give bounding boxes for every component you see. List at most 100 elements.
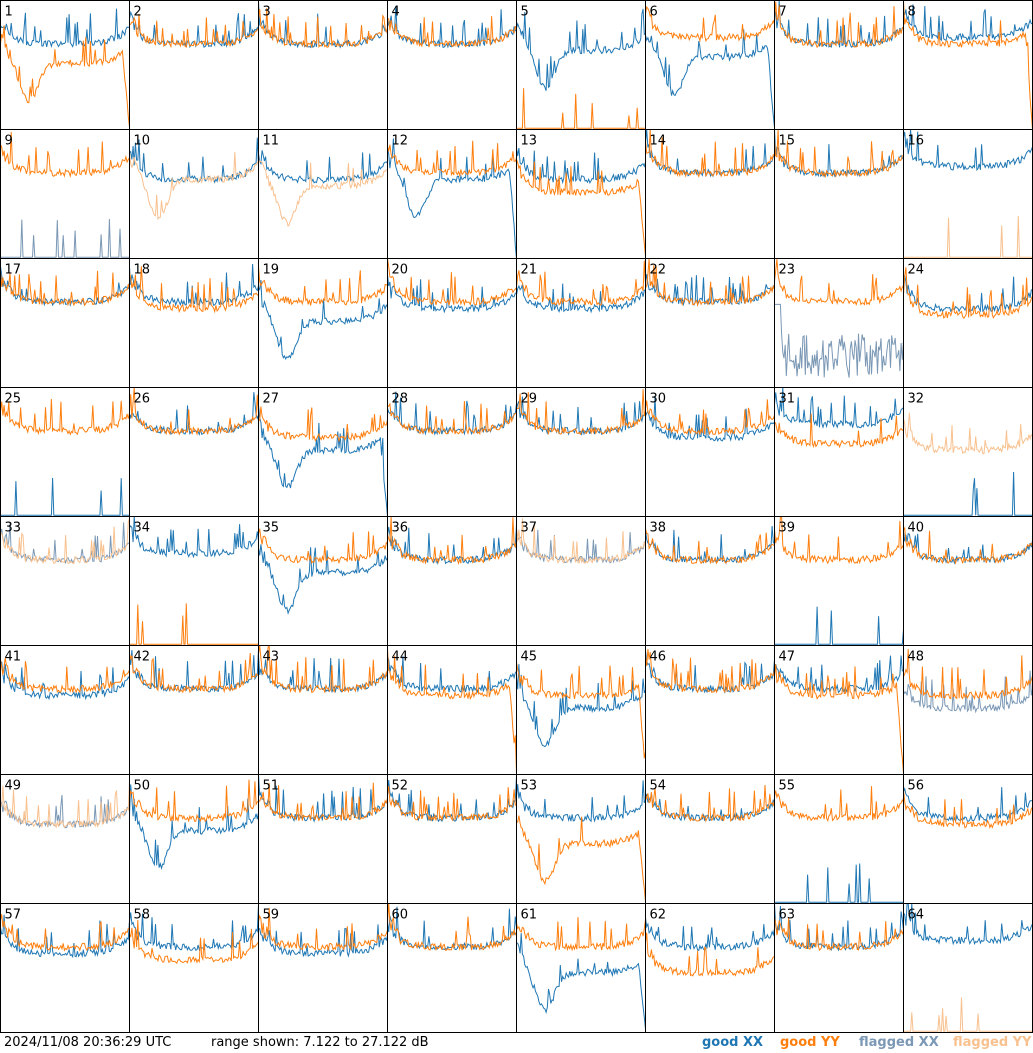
panel-label: 50 bbox=[134, 779, 151, 794]
panel-border bbox=[0, 774, 130, 904]
panel-24: 24 bbox=[903, 258, 1033, 388]
panel-border bbox=[129, 258, 259, 388]
series-xx-line bbox=[774, 387, 904, 429]
panel-border bbox=[0, 387, 130, 517]
panel-8: 8 bbox=[903, 0, 1033, 130]
series-xx-line bbox=[774, 606, 904, 645]
panel-label: 40 bbox=[908, 521, 925, 536]
series-xx-line bbox=[258, 150, 388, 184]
series-yy-line bbox=[903, 789, 1033, 829]
panel-18: 18 bbox=[129, 258, 259, 388]
series-yy-line bbox=[387, 903, 517, 952]
series-yy-line bbox=[774, 664, 904, 774]
series-xx-line bbox=[0, 477, 130, 516]
series-yy-line bbox=[387, 516, 517, 566]
panel-26: 26 bbox=[129, 387, 259, 517]
panel-16: 16 bbox=[903, 129, 1033, 259]
panel-25: 25 bbox=[0, 387, 130, 517]
series-yy-line bbox=[258, 158, 388, 228]
series-yy-line bbox=[387, 400, 517, 435]
legend-flagged-xx: flagged XX bbox=[859, 1035, 939, 1050]
panel-58: 58 bbox=[129, 903, 259, 1033]
panel-29: 29 bbox=[516, 387, 646, 517]
panel-border bbox=[129, 774, 259, 904]
panel-31: 31 bbox=[774, 387, 904, 517]
panel-label: 1 bbox=[5, 5, 13, 20]
panel-border bbox=[774, 774, 904, 904]
series-yy-line bbox=[258, 782, 388, 822]
series-yy-line bbox=[516, 815, 646, 902]
series-xx-line bbox=[645, 29, 775, 128]
panel-40: 40 bbox=[903, 516, 1033, 646]
series-yy-line bbox=[645, 399, 775, 436]
legend-good-xx: good XX bbox=[702, 1035, 764, 1050]
panel-label: 42 bbox=[134, 650, 151, 665]
panel-36: 36 bbox=[387, 516, 517, 646]
panel-41: 41 bbox=[0, 645, 130, 775]
series-yy-line bbox=[774, 786, 904, 823]
legend-good-yy: good YY bbox=[780, 1035, 840, 1050]
series-yy-line bbox=[129, 151, 259, 221]
panel-label: 61 bbox=[521, 908, 538, 923]
panel-64: 64 bbox=[903, 903, 1033, 1033]
panel-border bbox=[129, 129, 259, 259]
series-yy-line bbox=[774, 413, 904, 449]
panel-border bbox=[387, 387, 517, 517]
series-yy-line bbox=[258, 528, 388, 565]
series-xx-line bbox=[0, 914, 130, 959]
panel-label: 48 bbox=[908, 650, 925, 665]
panel-label: 30 bbox=[650, 392, 667, 407]
panel-6: 6 bbox=[645, 0, 775, 130]
series-yy-line bbox=[903, 267, 1033, 320]
series-yy-line bbox=[903, 526, 1033, 565]
panel-border bbox=[645, 516, 775, 646]
panel-border bbox=[903, 0, 1033, 130]
panel-label: 17 bbox=[5, 263, 22, 278]
panel-border bbox=[387, 0, 517, 130]
panel-39: 39 bbox=[774, 516, 904, 646]
panel-label: 14 bbox=[650, 134, 667, 149]
panel-label: 20 bbox=[392, 263, 409, 278]
series-yy-line bbox=[129, 387, 259, 436]
panel-label: 51 bbox=[263, 779, 280, 794]
range-text: range shown: 7.122 to 27.122 dB bbox=[211, 1035, 429, 1050]
panel-label: 31 bbox=[779, 392, 796, 407]
panel-11: 11 bbox=[258, 129, 388, 259]
series-yy-line bbox=[129, 779, 259, 823]
series-xx-line bbox=[645, 129, 775, 178]
panel-border bbox=[903, 129, 1033, 259]
series-yy-line bbox=[903, 215, 1033, 258]
panel-border bbox=[129, 645, 259, 775]
panel-54: 54 bbox=[645, 774, 775, 904]
panel-label: 59 bbox=[263, 908, 280, 923]
panel-label: 39 bbox=[779, 521, 796, 536]
panel-label: 2 bbox=[134, 5, 142, 20]
panel-border bbox=[774, 258, 904, 388]
timestamp: 2024/11/08 20:36:29 UTC bbox=[4, 1035, 172, 1050]
series-xx-line bbox=[0, 8, 130, 48]
panel-38: 38 bbox=[645, 516, 775, 646]
panel-37: 37 bbox=[516, 516, 646, 646]
panel-label: 44 bbox=[392, 650, 409, 665]
panel-60: 60 bbox=[387, 903, 517, 1033]
panel-47: 47 bbox=[774, 645, 904, 775]
panel-label: 32 bbox=[908, 392, 925, 407]
panel-61: 61 bbox=[516, 903, 646, 1033]
panel-label: 58 bbox=[134, 908, 151, 923]
panel-border bbox=[774, 516, 904, 646]
panel-border bbox=[387, 645, 517, 775]
series-yy-line bbox=[0, 131, 130, 179]
panel-border bbox=[516, 0, 646, 130]
panel-label: 26 bbox=[134, 392, 151, 407]
series-xx-line bbox=[774, 863, 904, 903]
series-xx-line bbox=[258, 279, 388, 361]
panel-border bbox=[258, 645, 388, 775]
series-yy-line bbox=[645, 649, 775, 694]
panel-label: 18 bbox=[134, 263, 151, 278]
panel-border bbox=[516, 645, 646, 775]
series-yy-line bbox=[258, 406, 388, 443]
panel-label: 8 bbox=[908, 5, 916, 20]
panel-border bbox=[903, 516, 1033, 646]
series-yy-line bbox=[903, 997, 1033, 1032]
